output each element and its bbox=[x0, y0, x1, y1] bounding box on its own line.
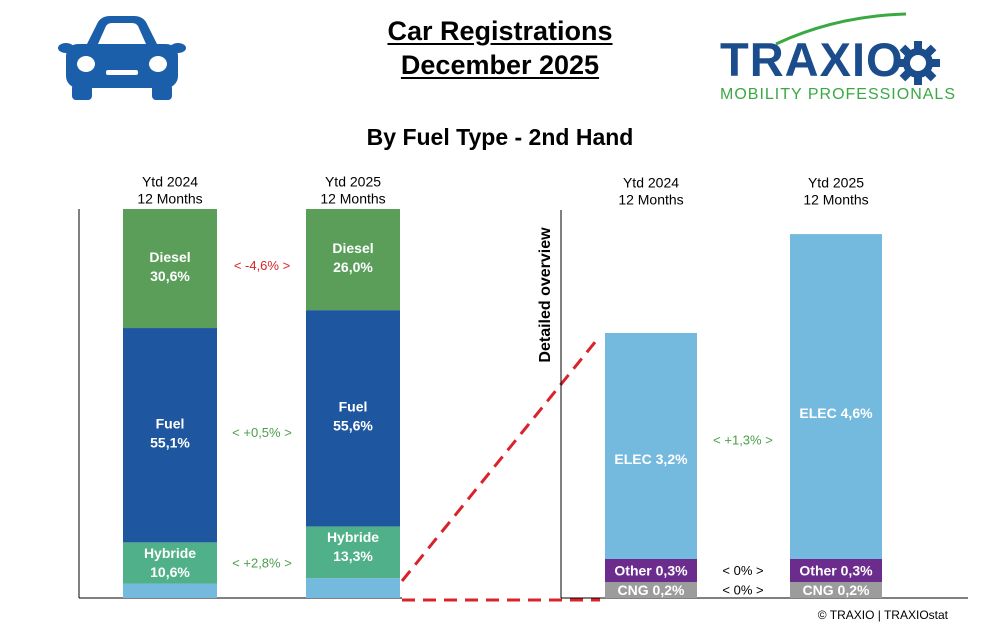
title-line-2: December 2025 bbox=[400, 50, 600, 80]
bar-segment-remainder bbox=[123, 583, 217, 598]
data-label-other: Other 0,3% bbox=[799, 562, 873, 578]
change-label-fuel: < +0,5% > bbox=[232, 425, 292, 440]
page-title: Car Registrations December 2025 bbox=[300, 14, 700, 82]
change-label-diesel: < -4,6% > bbox=[234, 258, 290, 273]
brand-tagline: MOBILITY PROFESSIONALS bbox=[720, 86, 956, 103]
brand-swoosh-icon bbox=[775, 12, 907, 46]
brand-logo: TRAXIO MOBILITY PROFESSIONALS bbox=[716, 10, 956, 105]
gear-icon bbox=[896, 41, 940, 85]
chart-subtitle: By Fuel Type - 2nd Hand bbox=[366, 124, 634, 150]
bar-segment-elec bbox=[605, 333, 697, 559]
bar-segment-hybride bbox=[306, 526, 400, 579]
bar-segment-cng bbox=[605, 582, 697, 598]
data-label-diesel: Diesel 30,6% bbox=[149, 249, 190, 284]
data-label-hybride: Hybride 10,6% bbox=[144, 545, 196, 580]
data-label-fuel: Fuel 55,1% bbox=[150, 416, 190, 451]
change-label-cng: < 0% > bbox=[722, 583, 763, 598]
connector-line-top bbox=[400, 335, 602, 582]
data-label-diesel: Diesel 26,0% bbox=[332, 240, 373, 275]
data-label-hybride: Hybride 13,3% bbox=[327, 529, 379, 564]
data-label-elec: ELEC 4,6% bbox=[799, 405, 873, 421]
bar-segment-cng bbox=[790, 582, 882, 598]
data-label-cng: CNG 0,2% bbox=[618, 582, 685, 598]
change-label-hybride: < +2,8% > bbox=[232, 556, 292, 571]
bar-segment-other bbox=[790, 559, 882, 582]
bar-segment-hybride bbox=[123, 542, 217, 584]
category-label: Ytd 2024 12 Months bbox=[618, 174, 683, 207]
category-label: Ytd 2025 12 Months bbox=[803, 174, 868, 207]
footer-copyright: © TRAXIO | TRAXIOstat bbox=[817, 608, 948, 622]
category-label: Ytd 2024 12 Months bbox=[137, 173, 202, 206]
car-icon bbox=[58, 16, 186, 100]
data-label-other: Other 0,3% bbox=[614, 562, 688, 578]
bar-segment-elec bbox=[790, 234, 882, 559]
right-chart-title: Detailed overview bbox=[537, 227, 554, 363]
data-label-fuel: Fuel 55,6% bbox=[333, 399, 373, 434]
bar-segment-diesel bbox=[306, 209, 400, 311]
change-label-other: < 0% > bbox=[722, 563, 763, 578]
bar-segment-diesel bbox=[123, 209, 217, 329]
bar-segment-remainder bbox=[306, 578, 400, 598]
brand-name: TRAXIO bbox=[720, 33, 904, 86]
title-line-1: Car Registrations bbox=[387, 16, 613, 46]
data-label-elec: ELEC 3,2% bbox=[614, 451, 688, 467]
bar-segment-fuel bbox=[123, 328, 217, 543]
data-label-cng: CNG 0,2% bbox=[803, 582, 870, 598]
category-label: Ytd 2025 12 Months bbox=[320, 173, 385, 206]
bar-segment-other bbox=[605, 559, 697, 582]
bar-segment-fuel bbox=[306, 310, 400, 527]
change-label-elec: < +1,3% > bbox=[713, 433, 773, 448]
